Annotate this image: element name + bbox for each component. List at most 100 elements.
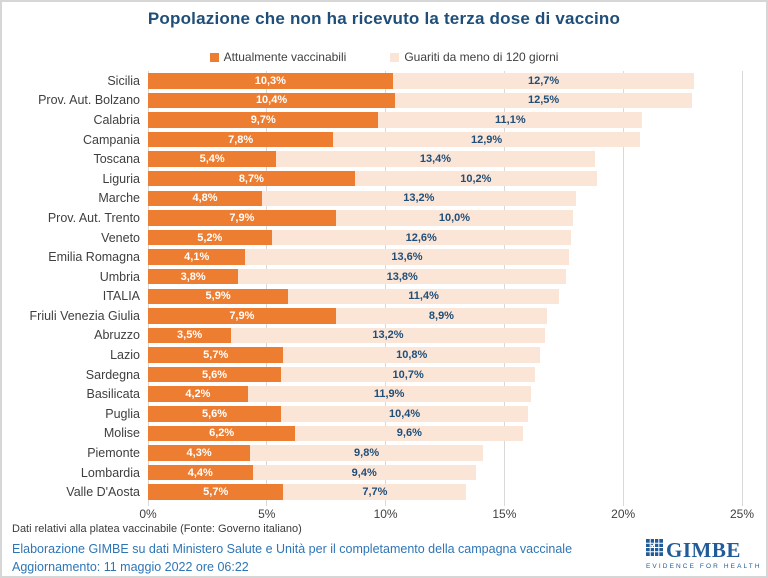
bar-track: 4,8% 13,2% bbox=[148, 190, 742, 207]
category-label: Campania bbox=[83, 132, 140, 147]
bar-value-label-vaccinabili: 4,8% bbox=[192, 192, 218, 205]
bar-value-label-guariti: 13,4% bbox=[419, 153, 452, 166]
bar-segment-attualmente-vaccinabili: 5,4% bbox=[148, 151, 277, 167]
category-label: Molise bbox=[103, 426, 140, 441]
update-line: Aggiornamento: 11 maggio 2022 ore 06:22 bbox=[12, 560, 249, 574]
bar-segment-attualmente-vaccinabili: 5,7% bbox=[148, 484, 284, 500]
bar-value-label-vaccinabili: 4,1% bbox=[184, 251, 210, 264]
bar-row: Friuli Venezia Giulia 7,9% 8,9% bbox=[2, 306, 742, 326]
bar-value-label-guariti: 9,8% bbox=[354, 447, 380, 460]
bar-value-label-guariti: 12,5% bbox=[527, 94, 560, 107]
bar-segment-guariti-120-giorni: 13,2% bbox=[231, 327, 545, 344]
bar-row: Marche 4,8% 13,2% bbox=[2, 189, 742, 209]
bar-segment-guariti-120-giorni: 9,8% bbox=[250, 445, 483, 461]
gridline bbox=[385, 71, 387, 506]
bar-segment-attualmente-vaccinabili: 5,2% bbox=[148, 229, 272, 246]
bar-track: 3,5% 13,2% bbox=[148, 327, 742, 344]
bar-row: Emilia Romagna 4,1% 13,6% bbox=[2, 247, 742, 267]
bar-segment-attualmente-vaccinabili: 9,7% bbox=[148, 112, 379, 128]
bar-segment-guariti-120-giorni: 13,2% bbox=[262, 190, 576, 207]
bar-row: Puglia 5,6% 10,4% bbox=[2, 404, 742, 424]
bar-track: 5,7% 10,8% bbox=[148, 347, 742, 363]
bar-segment-guariti-120-giorni: 13,8% bbox=[238, 268, 567, 285]
gimbe-logo-tagline: EVIDENCE FOR HEALTH bbox=[646, 563, 762, 570]
category-label: Sardegna bbox=[85, 367, 140, 382]
bar-segment-attualmente-vaccinabili: 3,5% bbox=[148, 327, 232, 344]
bar-value-label-vaccinabili: 10,4% bbox=[255, 94, 288, 107]
bar-segment-attualmente-vaccinabili: 4,8% bbox=[148, 190, 263, 207]
bar-value-label-guariti: 10,4% bbox=[388, 407, 421, 420]
bar-row: Campania 7,8% 12,9% bbox=[2, 130, 742, 150]
bar-value-label-guariti: 10,8% bbox=[396, 349, 428, 362]
bar-track: 4,1% 13,6% bbox=[148, 249, 742, 265]
bar-segment-guariti-120-giorni: 12,9% bbox=[333, 131, 640, 148]
category-label: Calabria bbox=[93, 112, 140, 127]
gridline bbox=[266, 71, 268, 506]
bar-segment-guariti-120-giorni: 9,4% bbox=[252, 464, 476, 481]
bar-track: 10,4% 12,5% bbox=[148, 92, 742, 109]
category-label: Sicilia bbox=[107, 73, 140, 88]
bar-segment-guariti-120-giorni: 9,6% bbox=[295, 425, 524, 442]
bar-row: Lazio 5,7% 10,8% bbox=[2, 345, 742, 365]
category-label: Abruzzo bbox=[94, 328, 140, 343]
x-axis-tick-label: 20% bbox=[611, 507, 636, 521]
bar-value-label-guariti: 12,6% bbox=[405, 231, 437, 244]
bar-row: Liguria 8,7% 10,2% bbox=[2, 169, 742, 189]
bar-track: 5,6% 10,4% bbox=[148, 406, 742, 422]
bar-value-label-guariti: 13,2% bbox=[403, 192, 435, 205]
bar-track: 5,9% 11,4% bbox=[148, 288, 742, 305]
bar-value-label-vaccinabili: 4,2% bbox=[185, 388, 211, 401]
x-axis-tick-label: 5% bbox=[258, 507, 276, 521]
x-axis-tick-label: 15% bbox=[492, 507, 517, 521]
bar-segment-attualmente-vaccinabili: 7,9% bbox=[148, 210, 336, 226]
legend-label: Attualmente vaccinabili bbox=[223, 50, 347, 64]
gridlines bbox=[147, 71, 743, 506]
bar-row: Calabria 9,7% 11,1% bbox=[2, 110, 742, 130]
bar-value-label-guariti: 8,9% bbox=[428, 309, 454, 322]
footnote: Dati relativi alla platea vaccinabile (F… bbox=[12, 523, 302, 535]
bar-segment-attualmente-vaccinabili: 4,3% bbox=[148, 445, 251, 461]
bar-row: Sardegna 5,6% 10,7% bbox=[2, 365, 742, 385]
category-label: Umbria bbox=[99, 269, 140, 284]
bar-segment-guariti-120-giorni: 10,8% bbox=[283, 347, 541, 363]
bar-segment-attualmente-vaccinabili: 3,8% bbox=[148, 268, 239, 285]
bar-segment-guariti-120-giorni: 10,7% bbox=[281, 366, 536, 383]
legend-swatch-icon bbox=[390, 52, 400, 62]
bar-row: Basilicata 4,2% 11,9% bbox=[2, 384, 742, 404]
bar-row: Toscana 5,4% 13,4% bbox=[2, 149, 742, 169]
bar-track: 10,3% 12,7% bbox=[148, 73, 742, 89]
category-label: Friuli Venezia Giulia bbox=[29, 308, 140, 323]
bar-track: 4,2% 11,9% bbox=[148, 386, 742, 402]
category-label: Basilicata bbox=[86, 387, 141, 402]
bar-segment-attualmente-vaccinabili: 6,2% bbox=[148, 425, 296, 442]
bar-row: Valle D'Aosta 5,7% 7,7% bbox=[2, 482, 742, 502]
bar-track: 5,6% 10,7% bbox=[148, 366, 742, 383]
bar-value-label-guariti: 10,7% bbox=[392, 368, 424, 381]
bar-row: Abruzzo 3,5% 13,2% bbox=[2, 326, 742, 346]
x-axis: 0% 5% 10% 15% 20% 25% bbox=[139, 507, 754, 523]
bar-track: 5,4% 13,4% bbox=[148, 151, 742, 167]
gimbe-grid-icon bbox=[646, 539, 663, 561]
bar-value-label-vaccinabili: 5,6% bbox=[201, 368, 228, 381]
legend-label: Guariti da meno di 120 giorni bbox=[404, 50, 559, 64]
bar-track: 8,7% 10,2% bbox=[148, 170, 742, 187]
bar-segment-attualmente-vaccinabili: 4,4% bbox=[148, 464, 253, 481]
legend-item: Guariti da meno di 120 giorni bbox=[390, 50, 558, 64]
bar-row: Lombardia 4,4% 9,4% bbox=[2, 463, 742, 483]
bar-track: 4,4% 9,4% bbox=[148, 464, 742, 481]
bar-value-label-vaccinabili: 9,7% bbox=[250, 113, 276, 126]
category-label: ITALIA bbox=[102, 289, 140, 304]
bar-row: Molise 6,2% 9,6% bbox=[2, 424, 742, 444]
bar-row: ITALIA 5,9% 11,4% bbox=[2, 287, 742, 307]
bar-segment-guariti-120-giorni: 13,4% bbox=[276, 151, 595, 167]
bar-segment-attualmente-vaccinabili: 10,4% bbox=[148, 92, 396, 109]
bar-value-label-vaccinabili: 5,7% bbox=[203, 486, 229, 499]
bar-value-label-vaccinabili: 3,8% bbox=[180, 270, 206, 283]
bar-value-label-guariti: 12,9% bbox=[470, 133, 503, 146]
bar-value-label-guariti: 11,9% bbox=[373, 388, 405, 401]
category-label: Puglia bbox=[105, 406, 140, 421]
bar-value-label-guariti: 13,2% bbox=[372, 329, 404, 342]
bar-segment-guariti-120-giorni: 11,1% bbox=[378, 112, 643, 128]
bar-track: 7,9% 10,0% bbox=[148, 210, 742, 226]
bar-segment-guariti-120-giorni: 10,0% bbox=[335, 210, 574, 226]
